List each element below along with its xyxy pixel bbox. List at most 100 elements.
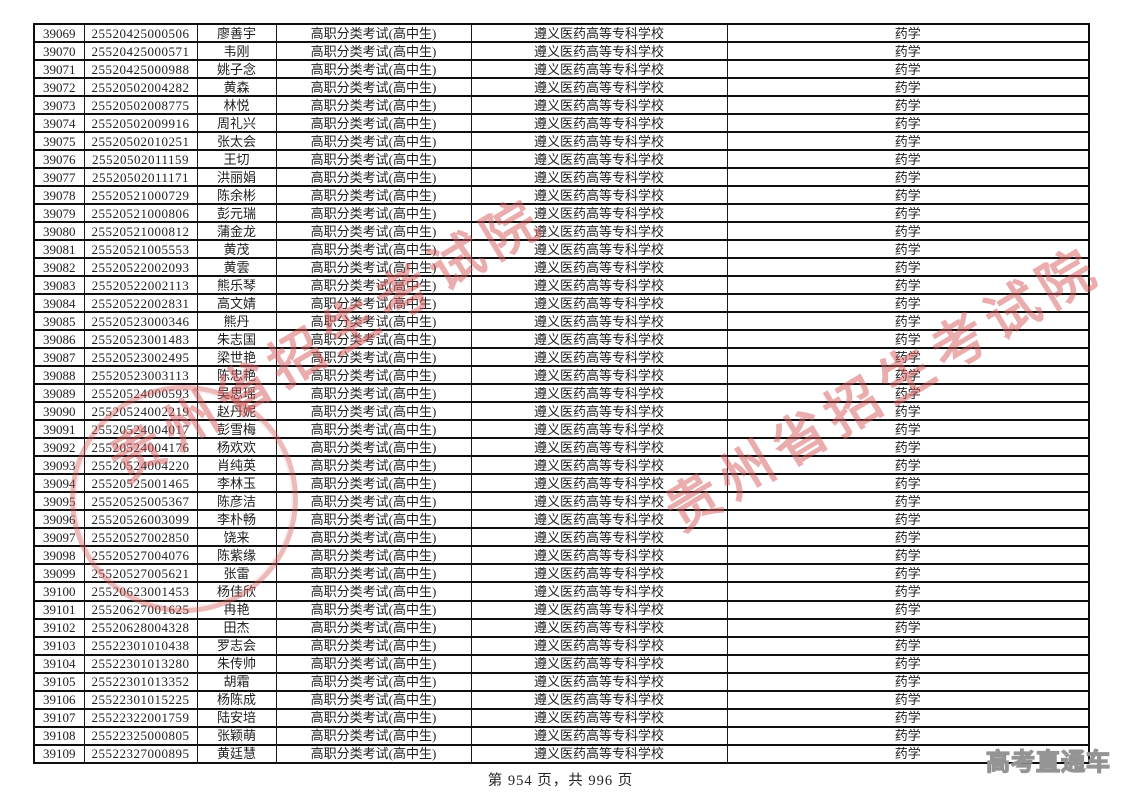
cell-type: 高职分类考试(高中生) (275, 581, 472, 602)
cell-seq: 39081 (33, 239, 85, 260)
cell-school: 遵义医药高等专科学校 (470, 131, 728, 152)
cell-seq: 39106 (33, 689, 85, 710)
cell-name: 蒲金龙 (196, 221, 277, 242)
cell-school: 遵义医药高等专科学校 (470, 635, 728, 656)
table-row: 39088 25520523003113 陈忠艳 高职分类考试(高中生) 遵义医药高等专… (33, 365, 1090, 386)
cell-type: 高职分类考试(高中生) (275, 113, 472, 134)
cell-type: 高职分类考试(高中生) (275, 185, 472, 206)
cell-id: 25520522002093 (83, 257, 198, 278)
cell-id: 25520527002850 (83, 527, 198, 548)
cell-type: 高职分类考试(高中生) (275, 707, 472, 728)
cell-type: 高职分类考试(高中生) (275, 95, 472, 116)
cell-id: 25520521000812 (83, 221, 198, 242)
cell-seq: 39107 (33, 707, 85, 728)
cell-name: 张颖萌 (196, 725, 277, 746)
cell-name: 杨欢欢 (196, 437, 277, 458)
cell-id: 25520523001483 (83, 329, 198, 350)
cell-name: 黄茂 (196, 239, 277, 260)
cell-seq: 39098 (33, 545, 85, 566)
cell-major: 药学 (726, 473, 1090, 494)
cell-name: 陈紫缘 (196, 545, 277, 566)
cell-id: 25520502008775 (83, 95, 198, 116)
cell-school: 遵义医药高等专科学校 (470, 581, 728, 602)
cell-major: 药学 (726, 293, 1090, 314)
cell-school: 遵义医药高等专科学校 (470, 77, 728, 98)
cell-seq: 39083 (33, 275, 85, 296)
cell-school: 遵义医药高等专科学校 (470, 401, 728, 422)
cell-id: 25520425000571 (83, 41, 198, 62)
table-row: 39100 25520623001453 杨佳欣 高职分类考试(高中生) 遵义医药高等专… (33, 581, 1090, 602)
cell-name: 赵丹妮 (196, 401, 277, 422)
cell-major: 药学 (726, 419, 1090, 440)
table-row: 39107 25522322001759 陆安培 高职分类考试(高中生) 遵义医药高等专… (33, 707, 1090, 728)
cell-type: 高职分类考试(高中生) (275, 275, 472, 296)
cell-major: 药学 (726, 509, 1090, 530)
cell-id: 25520524002219 (83, 401, 198, 422)
cell-name: 张太会 (196, 131, 277, 152)
cell-id: 25520627001625 (83, 599, 198, 620)
cell-id: 25522301013352 (83, 671, 198, 692)
cell-school: 遵义医药高等专科学校 (470, 491, 728, 512)
cell-type: 高职分类考试(高中生) (275, 473, 472, 494)
cell-id: 25522301015225 (83, 689, 198, 710)
cell-school: 遵义医药高等专科学校 (470, 473, 728, 494)
cell-seq: 39086 (33, 329, 85, 350)
cell-id: 25520523000346 (83, 311, 198, 332)
cell-name: 彭雪梅 (196, 419, 277, 440)
cell-id: 25520521000729 (83, 185, 198, 206)
cell-type: 高职分类考试(高中生) (275, 437, 472, 458)
cell-major: 药学 (726, 167, 1090, 188)
cell-seq: 39085 (33, 311, 85, 332)
cell-type: 高职分类考试(高中生) (275, 383, 472, 404)
cell-name: 梁世艳 (196, 347, 277, 368)
cell-id: 25520522002113 (83, 275, 198, 296)
cell-type: 高职分类考试(高中生) (275, 689, 472, 710)
cell-name: 肖纯英 (196, 455, 277, 476)
cell-seq: 39074 (33, 113, 85, 134)
table-row: 39083 25520522002113 熊乐琴 高职分类考试(高中生) 遵义医药高等专… (33, 275, 1090, 296)
cell-school: 遵义医药高等专科学校 (470, 653, 728, 674)
cell-type: 高职分类考试(高中生) (275, 725, 472, 746)
cell-id: 25522325000805 (83, 725, 198, 746)
cell-school: 遵义医药高等专科学校 (470, 689, 728, 710)
cell-name: 熊丹 (196, 311, 277, 332)
cell-seq: 39075 (33, 131, 85, 152)
cell-major: 药学 (726, 617, 1090, 638)
cell-major: 药学 (726, 95, 1090, 116)
cell-name: 罗志会 (196, 635, 277, 656)
table-row: 39093 25520524004220 肖纯英 高职分类考试(高中生) 遵义医药高等专… (33, 455, 1090, 476)
cell-major: 药学 (726, 257, 1090, 278)
cell-type: 高职分类考试(高中生) (275, 743, 472, 765)
cell-major: 药学 (726, 203, 1090, 224)
cell-name: 林悦 (196, 95, 277, 116)
table-row: 39105 25522301013352 胡霜 高职分类考试(高中生) 遵义医药高等专科… (33, 671, 1090, 692)
cell-major: 药学 (726, 275, 1090, 296)
cell-name: 高文婧 (196, 293, 277, 314)
table-row: 39109 25522327000895 黄廷慧 高职分类考试(高中生) 遵义医药高等专… (33, 743, 1090, 765)
cell-major: 药学 (726, 329, 1090, 350)
cell-school: 遵义医药高等专科学校 (470, 725, 728, 746)
cell-id: 25522301010438 (83, 635, 198, 656)
cell-seq: 39077 (33, 167, 85, 188)
cell-school: 遵义医药高等专科学校 (470, 437, 728, 458)
admission-roster-table: 39069 25520425000506 廖善宇 高职分类考试(高中生) 遵义医药高等专… (33, 22, 1090, 765)
cell-major: 药学 (726, 239, 1090, 260)
cell-seq: 39097 (33, 527, 85, 548)
cell-seq: 39091 (33, 419, 85, 440)
cell-school: 遵义医药高等专科学校 (470, 167, 728, 188)
cell-major: 药学 (726, 149, 1090, 170)
cell-name: 黄森 (196, 77, 277, 98)
cell-id: 25520425000988 (83, 59, 198, 80)
cell-id: 25520521005553 (83, 239, 198, 260)
table-row: 39078 25520521000729 陈余彬 高职分类考试(高中生) 遵义医药高等专… (33, 185, 1090, 206)
cell-id: 25520527005621 (83, 563, 198, 584)
cell-major: 药学 (726, 401, 1090, 422)
cell-name: 朱传帅 (196, 653, 277, 674)
cell-seq: 39069 (33, 22, 85, 44)
cell-school: 遵义医药高等专科学校 (470, 149, 728, 170)
cell-school: 遵义医药高等专科学校 (470, 293, 728, 314)
cell-id: 25520425000506 (83, 22, 198, 44)
cell-school: 遵义医药高等专科学校 (470, 545, 728, 566)
cell-seq: 39080 (33, 221, 85, 242)
